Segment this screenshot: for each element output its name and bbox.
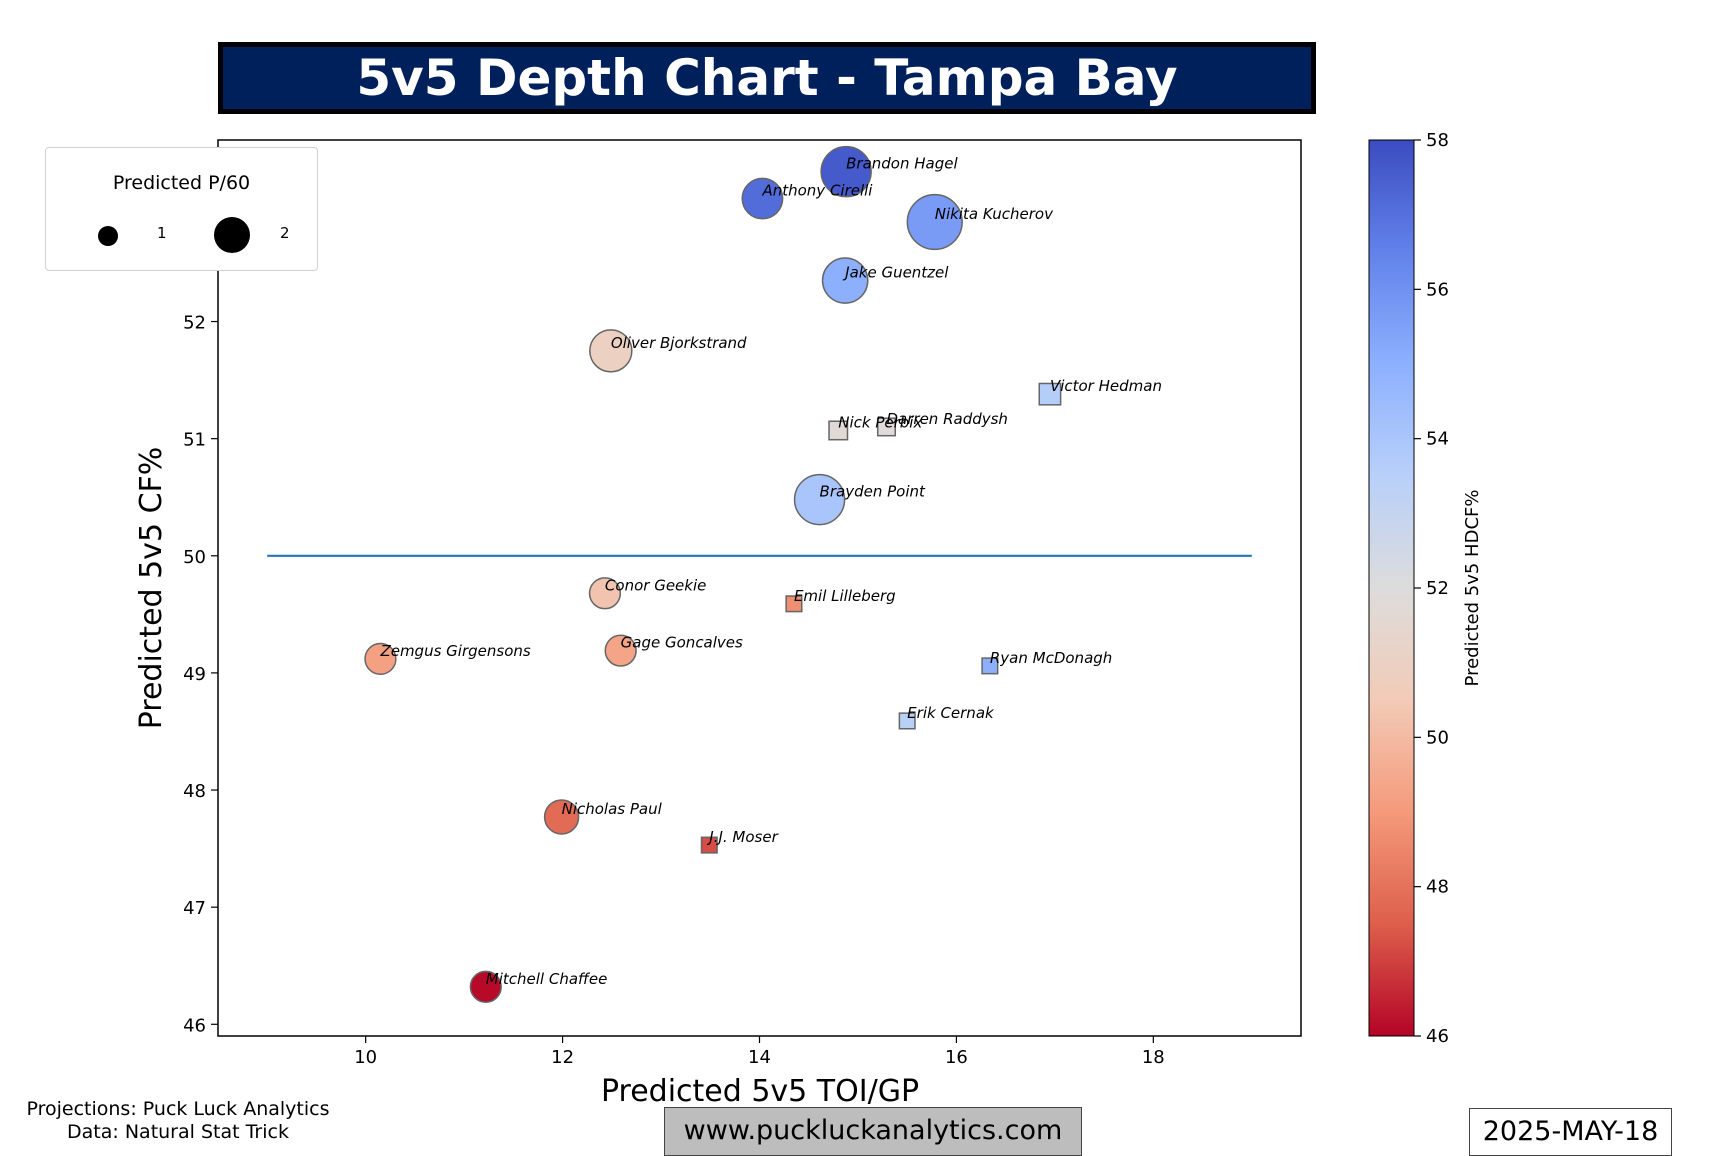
legend-label-large: 2 — [280, 224, 290, 242]
player-label: Darren Raddysh — [887, 410, 1008, 428]
data-point-square — [828, 420, 849, 441]
legend-dot-small — [98, 226, 118, 246]
player-label: Conor Geekie — [605, 576, 706, 594]
data-point-circle — [588, 577, 622, 610]
player-label: Brayden Point — [820, 483, 926, 501]
player-label: Ryan McDonagh — [990, 649, 1112, 667]
y-tick-label: 51 — [183, 430, 206, 451]
player-label: Gage Goncalves — [621, 634, 743, 652]
colorbar-gradient — [1368, 139, 1415, 1037]
data-point-circle — [741, 177, 784, 220]
data-point-square — [981, 657, 999, 675]
colorbar-label: Predicted 5v5 HDCF% — [1462, 490, 1483, 687]
colorbar-tick-label: 48 — [1426, 877, 1449, 898]
player-label: Mitchell Chaffee — [486, 970, 608, 988]
player-label: Nicholas Paul — [562, 800, 663, 818]
y-tick-label: 50 — [183, 547, 206, 568]
y-axis-label: Predicted 5v5 CF% — [134, 447, 169, 730]
x-tick-label: 14 — [748, 1047, 771, 1068]
y-tick-label: 49 — [183, 664, 206, 685]
plot-area: Brandon Hagel Anthony Cirelli Nikita Kuche… — [267, 145, 1252, 1003]
colorbar-tick-label: 46 — [1426, 1026, 1449, 1047]
data-point-square — [700, 836, 718, 854]
data-point-circle — [906, 193, 963, 251]
data-point-circle — [793, 473, 846, 526]
axes: 10121416184647484950515253 — [183, 195, 1165, 1068]
x-tick-label: 10 — [354, 1047, 377, 1068]
data-point-square — [1038, 382, 1062, 406]
player-label: J.J. Moser — [706, 828, 778, 846]
legend-label-small: 1 — [157, 224, 167, 242]
data-point-circle — [821, 257, 869, 304]
colorbar: 46 48 50 52 54 56 58 Predicted 5v5 HDCF% — [1368, 130, 1483, 1047]
date-stamp: 2025-MAY-18 — [1469, 1108, 1672, 1156]
y-tick-label: 47 — [183, 898, 206, 919]
data-point-square — [898, 712, 916, 730]
data-point-circle — [364, 642, 397, 676]
website-link[interactable]: www.puckluckanalytics.com — [664, 1107, 1082, 1156]
player-label: Anthony Cirelli — [761, 182, 873, 200]
colorbar-tick-label: 56 — [1426, 279, 1449, 300]
colorbar-tick-label: 50 — [1426, 727, 1449, 748]
footer-credits: Projections: Puck Luck Analytics Data: N… — [8, 1098, 348, 1144]
data-point-circle — [543, 799, 580, 835]
x-tick-label: 12 — [551, 1047, 574, 1068]
y-tick-label: 48 — [183, 781, 206, 802]
player-label: Victor Hedman — [1050, 377, 1162, 395]
data-point-square — [876, 417, 897, 437]
player-label: Nikita Kucherov — [935, 205, 1054, 223]
player-label: Emil Lilleberg — [794, 587, 896, 605]
data-point-circle — [604, 634, 637, 667]
x-axis-label: Predicted 5v5 TOI/GP — [601, 1074, 919, 1109]
player-label: Erik Cernak — [907, 704, 995, 722]
size-legend: Predicted P/60 1 2 — [45, 147, 318, 271]
x-tick-label: 16 — [945, 1047, 968, 1068]
colorbar-tick-label: 58 — [1426, 130, 1449, 151]
player-label: Nick Perbix — [838, 413, 922, 431]
data-point-square — [785, 595, 803, 613]
player-label: Jake Guentzel — [842, 264, 949, 282]
player-label: Zemgus Girgensons — [379, 642, 530, 660]
y-tick-label: 46 — [183, 1015, 206, 1036]
data-point-circle — [469, 970, 502, 1003]
plot-frame — [217, 139, 1302, 1037]
colorbar-tick-label: 52 — [1426, 578, 1449, 599]
projections-credit: Projections: Puck Luck Analytics — [26, 1098, 330, 1120]
data-source-credit: Data: Natural Stat Trick — [67, 1121, 289, 1143]
data-point-circle — [589, 329, 633, 373]
player-label: Oliver Bjorkstrand — [611, 334, 747, 352]
x-tick-label: 18 — [1142, 1047, 1165, 1068]
colorbar-tick-label: 54 — [1426, 429, 1449, 450]
data-point-circle — [820, 145, 872, 198]
y-tick-label: 52 — [183, 313, 206, 334]
legend-dot-large — [214, 217, 250, 253]
legend-title: Predicted P/60 — [112, 172, 251, 194]
player-label: Brandon Hagel — [846, 155, 958, 173]
